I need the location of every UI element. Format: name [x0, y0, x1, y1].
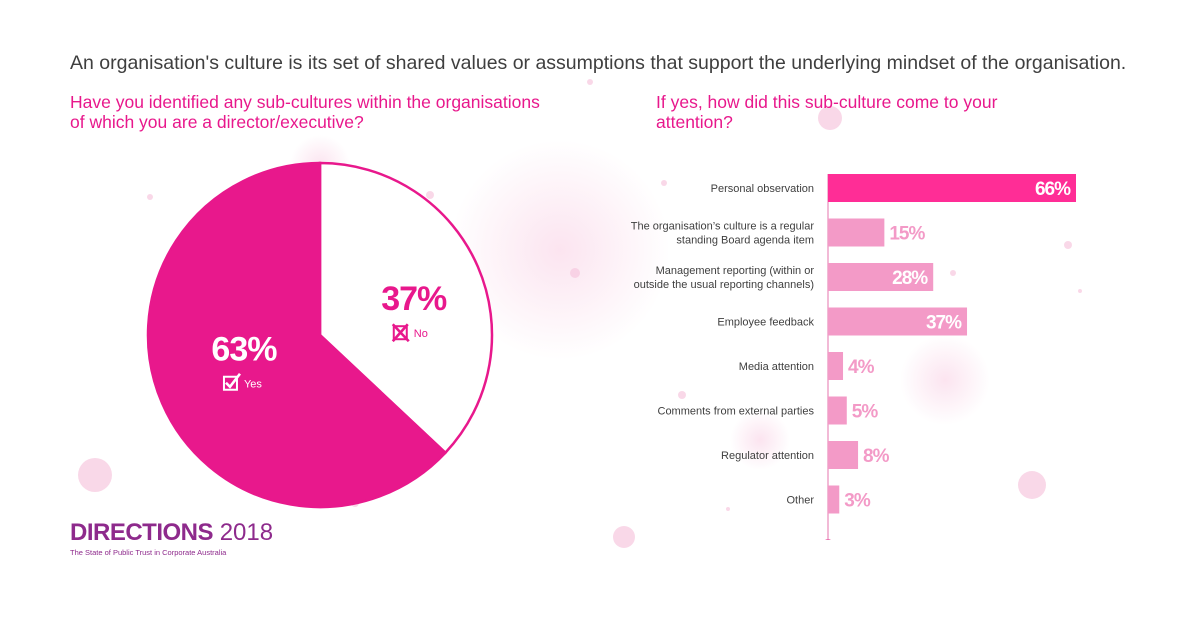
bubble [147, 194, 153, 200]
brand-year: 2018 [219, 519, 274, 546]
bubble [1078, 289, 1082, 293]
pie-slice-yes [146, 161, 448, 509]
bar [828, 352, 844, 380]
bar-category-label: Employee feedback [717, 317, 814, 329]
brand-tagline: The State of Public Trust in Corporate A… [70, 548, 227, 557]
headline: An organisation's culture is its set of … [70, 52, 1127, 74]
pie-value-label: 37% [381, 280, 447, 318]
pie-slice-no [318, 161, 494, 455]
bar-value-label: 28% [892, 268, 928, 289]
bar-axis-dot [825, 539, 831, 540]
bar-value-label: 37% [926, 313, 962, 334]
bar-value-label: 15% [889, 224, 925, 245]
bubble [678, 391, 686, 399]
bar-category-label: Management reporting (within or outside t… [634, 265, 815, 291]
brand-logo: DIRECTIONS 2018 [70, 519, 273, 547]
bubble [661, 180, 667, 186]
pie-slice-label: Yes [244, 379, 262, 391]
bar [828, 174, 1076, 202]
bar [828, 218, 885, 247]
bubble [726, 507, 730, 511]
bar-category-label: Media attention [739, 361, 814, 373]
bubble [730, 410, 790, 470]
bar-category-label: Personal observation [711, 183, 814, 195]
bar-category-label: The organisation’s culture is a regular s… [631, 221, 815, 247]
bubble [1064, 241, 1072, 249]
bubble [587, 79, 593, 85]
bubble [570, 268, 580, 278]
bar-value-label: 8% [863, 446, 890, 467]
bar [828, 263, 934, 291]
bar-value-label: 3% [844, 491, 871, 512]
bar [828, 396, 847, 425]
bar-value-label: 66% [1035, 179, 1071, 200]
cross-box-icon [391, 323, 410, 343]
bubble [818, 106, 842, 130]
bar [828, 441, 859, 469]
bubble [613, 526, 635, 548]
bar [828, 485, 840, 514]
bar-category-label: Regulator attention [721, 450, 814, 462]
bar-category-label: Other [786, 495, 814, 507]
bubble [426, 191, 434, 199]
pie-slice-label: No [414, 328, 428, 340]
bubble [78, 458, 112, 492]
bar [828, 307, 968, 336]
check-box-icon [222, 372, 241, 391]
bar-value-label: 5% [852, 402, 879, 423]
pie-question: Have you identified any sub-cultures wit… [70, 92, 540, 132]
bar-category-label: Comments from external parties [658, 406, 815, 418]
bubble [450, 140, 670, 360]
bar-chart: 66% Personal observation 15% The organisati… [631, 174, 1076, 540]
bubble [950, 270, 956, 276]
pie-chart: 37% No 63% Yes [146, 161, 494, 509]
brand-name: DIRECTIONS [70, 519, 214, 546]
bubble [900, 335, 990, 425]
bar-question: If yes, how did this sub-culture come to… [656, 92, 998, 132]
bubble [1018, 471, 1046, 499]
bar-value-label: 4% [848, 357, 875, 378]
pie-value-label: 63% [211, 331, 277, 369]
